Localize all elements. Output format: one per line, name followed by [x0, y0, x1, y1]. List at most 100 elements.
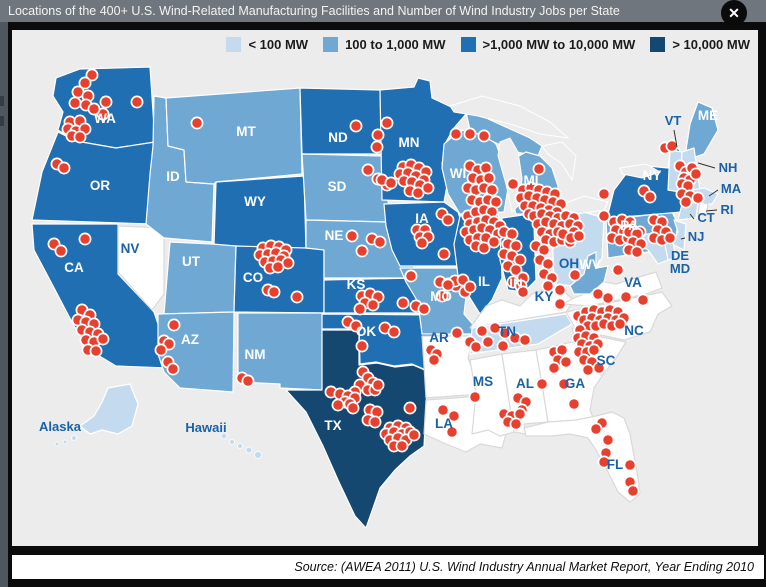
facility-dot	[487, 235, 501, 249]
facility-dot	[370, 140, 384, 154]
facility-dot	[547, 361, 561, 375]
facility-dot	[404, 269, 418, 283]
facility-dot	[166, 362, 180, 376]
facility-dot	[613, 317, 627, 331]
outside-label-nj: NJ	[688, 229, 705, 244]
state-NJ	[671, 219, 687, 251]
state-label-VA: VA	[624, 275, 642, 290]
state-label-AL: AL	[516, 376, 534, 391]
facility-dot	[447, 409, 461, 423]
state-label-ND: ND	[328, 130, 348, 145]
facility-dot	[506, 177, 520, 191]
state-label-TX: TX	[324, 418, 341, 433]
facility-dot	[89, 344, 103, 358]
legend-swatch-gt10000	[650, 37, 666, 52]
facility-dot	[623, 458, 637, 472]
state-label-NY: NY	[643, 168, 662, 183]
facility-dot	[387, 325, 401, 339]
lake	[449, 95, 570, 139]
facility-dot	[488, 321, 502, 335]
island	[54, 441, 60, 447]
facility-dot	[450, 326, 464, 340]
page-edge-mark	[0, 96, 4, 106]
facility-dot	[355, 339, 369, 353]
legend-item: > 10,000 MW	[650, 37, 750, 52]
lake	[619, 163, 662, 179]
facility-dot	[535, 377, 549, 391]
facility-dot	[167, 318, 181, 332]
facility-dot	[496, 339, 510, 353]
facility-dot	[689, 167, 703, 181]
facility-dot	[441, 213, 455, 227]
facility-dot	[99, 95, 113, 109]
state-label-KY: KY	[535, 289, 554, 304]
state-label-SC: SC	[597, 353, 616, 368]
facility-dot	[568, 268, 582, 282]
state-label-ME: ME	[698, 108, 718, 123]
state-WY	[213, 175, 307, 251]
state-label-AZ: AZ	[181, 332, 199, 347]
facility-dot	[481, 335, 495, 349]
source-text: Source: (AWEA 2011) U.S. Wind Industry A…	[294, 560, 754, 574]
outside-label-md: MD	[670, 261, 690, 276]
state-label-WV: WV	[579, 257, 601, 272]
facility-dot	[468, 390, 482, 404]
facility-dot	[626, 484, 640, 498]
state-label-OK: OK	[356, 324, 377, 339]
state-AK	[79, 383, 139, 435]
facility-dot	[411, 186, 425, 200]
page-edge-mark	[0, 116, 4, 126]
legend-label: >1,000 MW to 10,000 MW	[482, 37, 636, 52]
state-RI	[697, 201, 709, 217]
facility-dot	[57, 161, 71, 175]
leader-line	[697, 162, 716, 169]
facility-dot	[663, 231, 677, 245]
state-label-CA: CA	[64, 260, 84, 275]
outside-label-nh: NH	[719, 160, 738, 175]
state-KY	[469, 287, 575, 329]
facility-dot	[73, 130, 87, 144]
facility-dot	[541, 279, 555, 293]
state-label-MI: MI	[524, 173, 539, 188]
close-button[interactable]: ✕	[721, 0, 747, 26]
facility-dot	[353, 302, 367, 316]
facility-dot	[463, 280, 477, 294]
facility-dot	[395, 439, 409, 453]
map-panel: < 100 MW 100 to 1,000 MW >1,000 MW to 10…	[12, 30, 758, 546]
facility-dot	[54, 244, 68, 258]
state-label-GA: GA	[565, 376, 586, 391]
facility-dot	[532, 162, 546, 176]
state-TX	[285, 329, 436, 529]
facility-dot	[190, 116, 204, 130]
facility-dot	[355, 244, 369, 258]
window-title: Locations of the 400+ U.S. Wind-Related …	[8, 4, 620, 18]
state-WV	[569, 251, 609, 295]
facility-dot	[85, 68, 99, 82]
facility-dot	[572, 229, 586, 243]
outside-label-ri: RI	[721, 202, 734, 217]
facility-dot	[449, 127, 463, 141]
facility-dot	[475, 324, 489, 338]
facility-dot	[619, 290, 633, 304]
island	[229, 439, 235, 445]
leader-line	[705, 209, 718, 212]
facility-dot	[331, 398, 345, 412]
facility-dot	[396, 296, 410, 310]
state-label-MO: MO	[430, 289, 452, 304]
legend-swatch-lt100	[226, 37, 242, 52]
island	[237, 443, 243, 449]
facility-dot	[345, 229, 359, 243]
facility-dot	[407, 428, 421, 442]
facility-dot	[271, 260, 285, 274]
facility-dot	[691, 191, 705, 205]
legend-label: < 100 MW	[248, 37, 309, 52]
facility-dot	[68, 96, 82, 110]
facility-dot	[509, 263, 523, 277]
facility-dot	[601, 291, 615, 305]
state-label-NE: NE	[325, 228, 344, 243]
legend: < 100 MW 100 to 1,000 MW >1,000 MW to 10…	[226, 37, 750, 52]
island	[220, 432, 228, 440]
facility-dot	[427, 353, 441, 367]
facility-dot	[78, 232, 92, 246]
